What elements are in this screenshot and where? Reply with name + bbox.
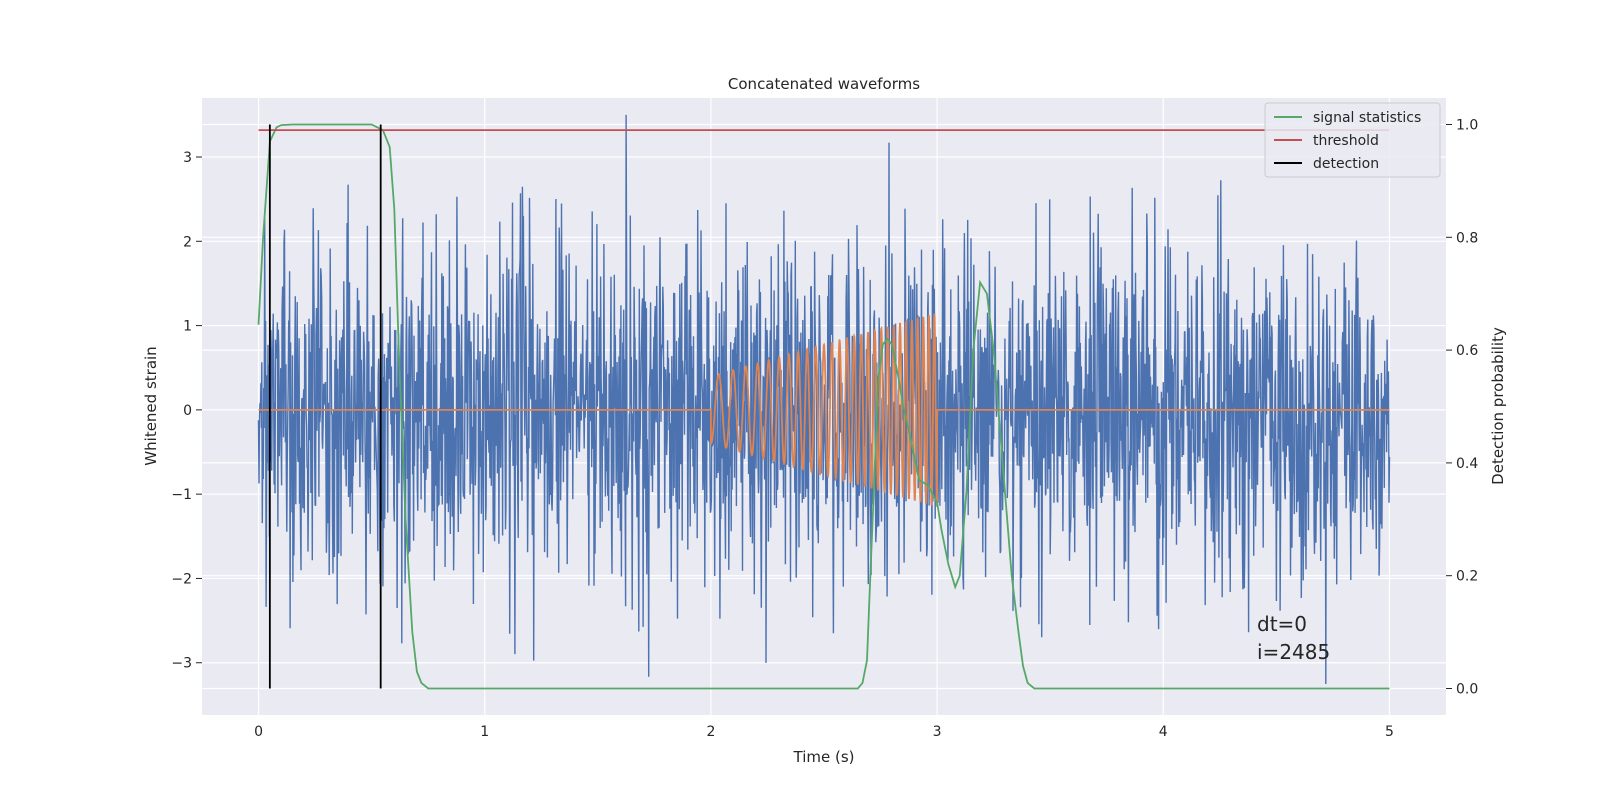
chart-title: Concatenated waveforms bbox=[728, 75, 920, 93]
x-tick-label: 2 bbox=[706, 724, 715, 740]
series-whitened-strain bbox=[257, 114, 1391, 685]
y-left-tick-label: 2 bbox=[183, 234, 192, 250]
y-right-tick-label: 1.0 bbox=[1456, 118, 1478, 134]
legend-label-threshold: threshold bbox=[1313, 133, 1379, 149]
y-right-tick-label: 0.4 bbox=[1456, 456, 1478, 472]
legend-label-signal-statistics: signal statistics bbox=[1313, 110, 1421, 126]
y-axis-right-label: Detection probability bbox=[1489, 327, 1507, 485]
legend: signal statistics threshold detection bbox=[1264, 102, 1441, 178]
y-right-tick-label: 0.2 bbox=[1456, 569, 1478, 585]
y-left-tick-label: 3 bbox=[183, 150, 192, 166]
y-right-tick-label: 0.8 bbox=[1456, 230, 1478, 246]
y-left-tick-label: −3 bbox=[171, 656, 192, 672]
series-chirp-waveform bbox=[258, 313, 1390, 507]
y-left-tick-label: −1 bbox=[171, 487, 192, 503]
y-right-tick-label: 0.6 bbox=[1456, 343, 1478, 359]
x-tick-label: 3 bbox=[933, 724, 942, 740]
y-left-tick-label: 1 bbox=[183, 319, 192, 335]
annotation-box: dt=0 i=2485 bbox=[1257, 612, 1330, 664]
y-axis-left-label: Whitened strain bbox=[142, 346, 160, 465]
legend-frame bbox=[1264, 102, 1441, 178]
axes-layer: 0 1 2 3 4 5 −3 −2 −1 0 1 2 3 0.0 0.2 0.4 0.6 0.8 1.0 bbox=[171, 118, 1478, 740]
y-right-tick-label: 0.0 bbox=[1456, 681, 1478, 697]
series-signal-statistics bbox=[257, 123, 1390, 690]
series-layer bbox=[257, 114, 1391, 690]
x-tick-label: 5 bbox=[1385, 724, 1394, 740]
x-tick-label: 1 bbox=[480, 724, 489, 740]
annotation-dt: dt=0 bbox=[1257, 612, 1307, 636]
x-tick-label: 0 bbox=[254, 724, 263, 740]
legend-label-detection: detection bbox=[1313, 156, 1379, 172]
y-left-tick-label: 0 bbox=[183, 403, 192, 419]
y-left-tick-label: −2 bbox=[171, 571, 192, 587]
x-tick-label: 4 bbox=[1159, 724, 1168, 740]
annotation-i: i=2485 bbox=[1257, 640, 1330, 664]
x-axis-label: Time (s) bbox=[793, 748, 855, 766]
